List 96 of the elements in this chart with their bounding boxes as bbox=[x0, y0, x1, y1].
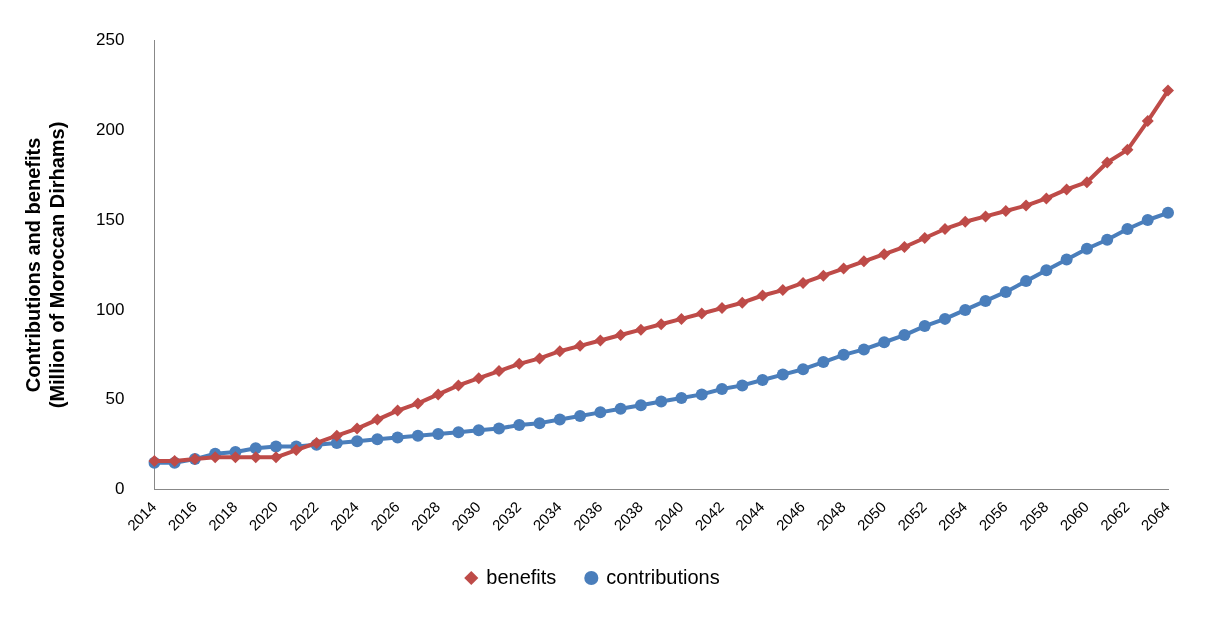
point bbox=[553, 413, 566, 426]
point bbox=[837, 348, 850, 361]
point bbox=[695, 388, 708, 401]
point bbox=[472, 372, 485, 385]
point bbox=[634, 323, 647, 336]
point bbox=[756, 289, 769, 302]
point bbox=[979, 210, 992, 223]
point bbox=[675, 312, 688, 325]
point bbox=[655, 318, 668, 331]
point bbox=[391, 404, 404, 417]
point bbox=[351, 422, 364, 435]
point bbox=[1020, 275, 1033, 288]
point bbox=[1121, 222, 1134, 235]
point bbox=[513, 357, 526, 370]
point bbox=[959, 215, 972, 228]
point bbox=[1060, 253, 1073, 266]
point bbox=[493, 365, 505, 378]
point bbox=[411, 429, 424, 442]
point bbox=[553, 345, 566, 358]
point bbox=[959, 303, 972, 316]
point bbox=[756, 374, 769, 386]
point bbox=[270, 451, 282, 464]
point bbox=[371, 413, 384, 426]
point bbox=[270, 440, 282, 453]
point bbox=[513, 418, 526, 431]
point bbox=[898, 329, 911, 342]
point bbox=[857, 255, 870, 268]
point bbox=[999, 285, 1012, 298]
point bbox=[391, 431, 404, 444]
point bbox=[1040, 192, 1053, 205]
y-tick-label: 250 bbox=[95, 29, 125, 49]
point bbox=[878, 336, 891, 349]
point bbox=[797, 276, 810, 289]
point bbox=[1040, 264, 1053, 277]
point bbox=[1060, 183, 1073, 196]
point bbox=[817, 356, 830, 369]
point bbox=[1141, 213, 1154, 226]
point bbox=[1020, 199, 1033, 212]
point bbox=[939, 312, 951, 325]
point bbox=[1162, 206, 1174, 219]
point bbox=[776, 368, 789, 381]
point bbox=[634, 399, 647, 412]
point bbox=[857, 343, 870, 356]
point bbox=[472, 424, 485, 437]
point bbox=[776, 284, 789, 297]
point bbox=[594, 334, 607, 347]
point bbox=[1141, 115, 1154, 128]
point bbox=[411, 397, 424, 410]
legend-label: contributions bbox=[606, 565, 720, 588]
point bbox=[939, 222, 951, 235]
point bbox=[797, 363, 810, 376]
legend-label: benefits bbox=[486, 565, 557, 588]
point bbox=[533, 352, 546, 365]
y-axis-title: Contributions and benefits (Million of Moroccan Dirhams) bbox=[21, 121, 68, 409]
y-tick-label: 200 bbox=[95, 119, 125, 139]
point bbox=[1121, 143, 1134, 156]
point bbox=[290, 444, 303, 457]
point bbox=[1080, 176, 1093, 189]
point bbox=[452, 379, 465, 392]
point bbox=[351, 435, 364, 448]
point bbox=[432, 427, 445, 440]
point bbox=[493, 422, 505, 435]
point bbox=[837, 262, 850, 275]
point bbox=[878, 248, 891, 261]
y-tick-label: 50 bbox=[105, 389, 125, 409]
y-tick-label: 0 bbox=[114, 479, 125, 499]
point bbox=[999, 205, 1012, 217]
y-tick-label: 150 bbox=[95, 209, 125, 229]
point bbox=[1101, 233, 1114, 246]
point bbox=[695, 307, 708, 320]
point bbox=[594, 406, 607, 419]
point bbox=[1101, 156, 1114, 169]
point bbox=[675, 391, 688, 404]
point bbox=[898, 240, 911, 253]
point bbox=[574, 339, 587, 352]
point bbox=[330, 429, 343, 442]
point bbox=[614, 402, 627, 415]
point bbox=[249, 442, 262, 455]
point bbox=[918, 320, 931, 333]
point bbox=[533, 417, 546, 430]
point bbox=[716, 302, 728, 315]
point bbox=[1162, 84, 1174, 97]
point bbox=[918, 231, 931, 244]
point bbox=[716, 382, 728, 395]
point bbox=[736, 379, 749, 392]
point bbox=[614, 329, 627, 342]
point bbox=[1080, 242, 1093, 255]
point bbox=[574, 409, 587, 422]
point bbox=[432, 388, 445, 401]
point bbox=[452, 426, 465, 439]
y-tick-label: 100 bbox=[95, 299, 125, 319]
point bbox=[371, 433, 384, 446]
point bbox=[655, 395, 668, 408]
point bbox=[736, 296, 749, 309]
point bbox=[979, 294, 992, 307]
point bbox=[817, 269, 830, 282]
